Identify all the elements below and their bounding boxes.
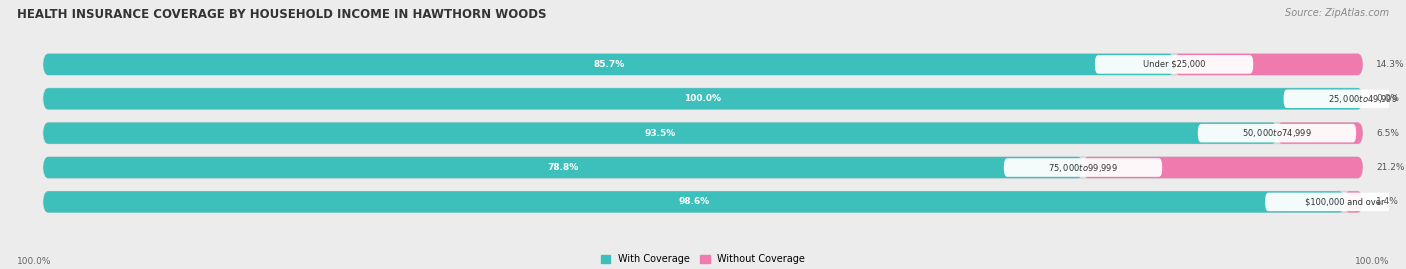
FancyBboxPatch shape [44, 54, 1174, 75]
FancyBboxPatch shape [44, 157, 1362, 178]
Text: 6.5%: 6.5% [1376, 129, 1399, 138]
Text: 0.0%: 0.0% [1376, 94, 1399, 103]
Text: $75,000 to $99,999: $75,000 to $99,999 [1047, 161, 1118, 174]
FancyBboxPatch shape [1095, 55, 1253, 74]
FancyBboxPatch shape [44, 122, 1362, 144]
Text: 78.8%: 78.8% [547, 163, 579, 172]
Text: 100.0%: 100.0% [1354, 257, 1389, 266]
FancyBboxPatch shape [44, 54, 1362, 75]
Text: 14.3%: 14.3% [1376, 60, 1405, 69]
Text: 98.6%: 98.6% [678, 197, 710, 206]
FancyBboxPatch shape [1174, 54, 1362, 75]
Text: 100.0%: 100.0% [17, 257, 52, 266]
Text: 21.2%: 21.2% [1376, 163, 1405, 172]
FancyBboxPatch shape [1277, 122, 1362, 144]
FancyBboxPatch shape [44, 122, 1277, 144]
Text: 100.0%: 100.0% [685, 94, 721, 103]
FancyBboxPatch shape [44, 88, 1362, 109]
Text: 93.5%: 93.5% [644, 129, 676, 138]
FancyBboxPatch shape [1344, 191, 1362, 213]
Legend: With Coverage, Without Coverage: With Coverage, Without Coverage [600, 254, 806, 264]
Text: 1.4%: 1.4% [1376, 197, 1399, 206]
FancyBboxPatch shape [1083, 157, 1362, 178]
Text: $25,000 to $49,999: $25,000 to $49,999 [1327, 93, 1398, 105]
Text: HEALTH INSURANCE COVERAGE BY HOUSEHOLD INCOME IN HAWTHORN WOODS: HEALTH INSURANCE COVERAGE BY HOUSEHOLD I… [17, 8, 547, 21]
FancyBboxPatch shape [44, 191, 1344, 213]
Text: Under $25,000: Under $25,000 [1143, 60, 1205, 69]
FancyBboxPatch shape [1265, 193, 1406, 211]
Text: $100,000 and over: $100,000 and over [1305, 197, 1384, 206]
FancyBboxPatch shape [44, 88, 1362, 109]
Text: Source: ZipAtlas.com: Source: ZipAtlas.com [1285, 8, 1389, 18]
FancyBboxPatch shape [1198, 124, 1357, 143]
FancyBboxPatch shape [44, 191, 1362, 213]
Text: $50,000 to $74,999: $50,000 to $74,999 [1241, 127, 1312, 139]
FancyBboxPatch shape [1004, 158, 1163, 177]
Text: 85.7%: 85.7% [593, 60, 624, 69]
FancyBboxPatch shape [1284, 90, 1406, 108]
FancyBboxPatch shape [44, 157, 1083, 178]
